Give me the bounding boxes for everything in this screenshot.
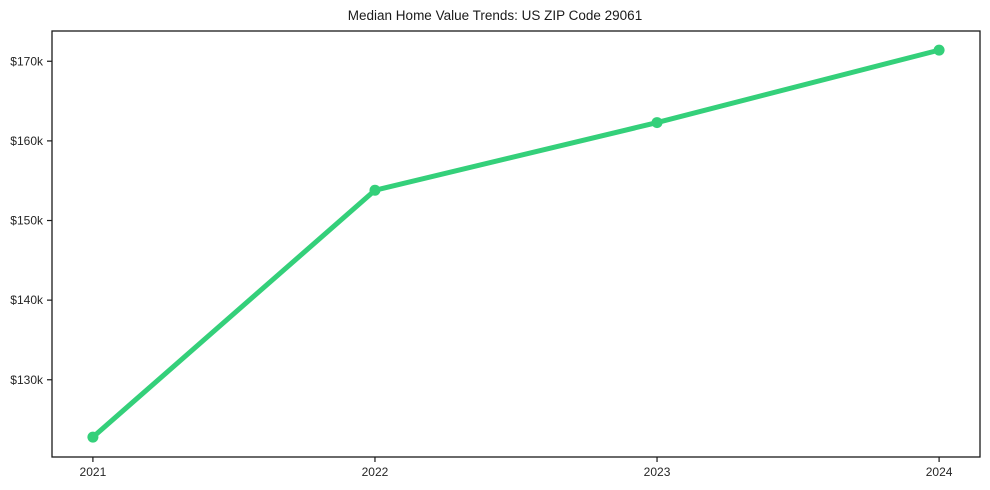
chart-title: Median Home Value Trends: US ZIP Code 29…	[348, 8, 642, 23]
data-point	[87, 431, 99, 443]
data-point	[933, 44, 945, 56]
plot-border	[51, 30, 981, 458]
y-tick-label: $160k	[10, 134, 44, 148]
y-tick-label: $130k	[10, 373, 44, 387]
x-tick-label: 2023	[644, 465, 671, 479]
y-tick-label: $150k	[10, 214, 44, 228]
data-point	[369, 184, 381, 196]
y-tick-label: $170k	[10, 54, 44, 68]
trend-line	[90, 47, 942, 440]
x-tick-label: 2022	[362, 465, 389, 479]
x-tick-label: 2024	[926, 465, 953, 479]
x-tick-label: 2021	[80, 465, 107, 479]
data-point	[651, 117, 663, 129]
y-tick-label: $140k	[10, 293, 44, 307]
